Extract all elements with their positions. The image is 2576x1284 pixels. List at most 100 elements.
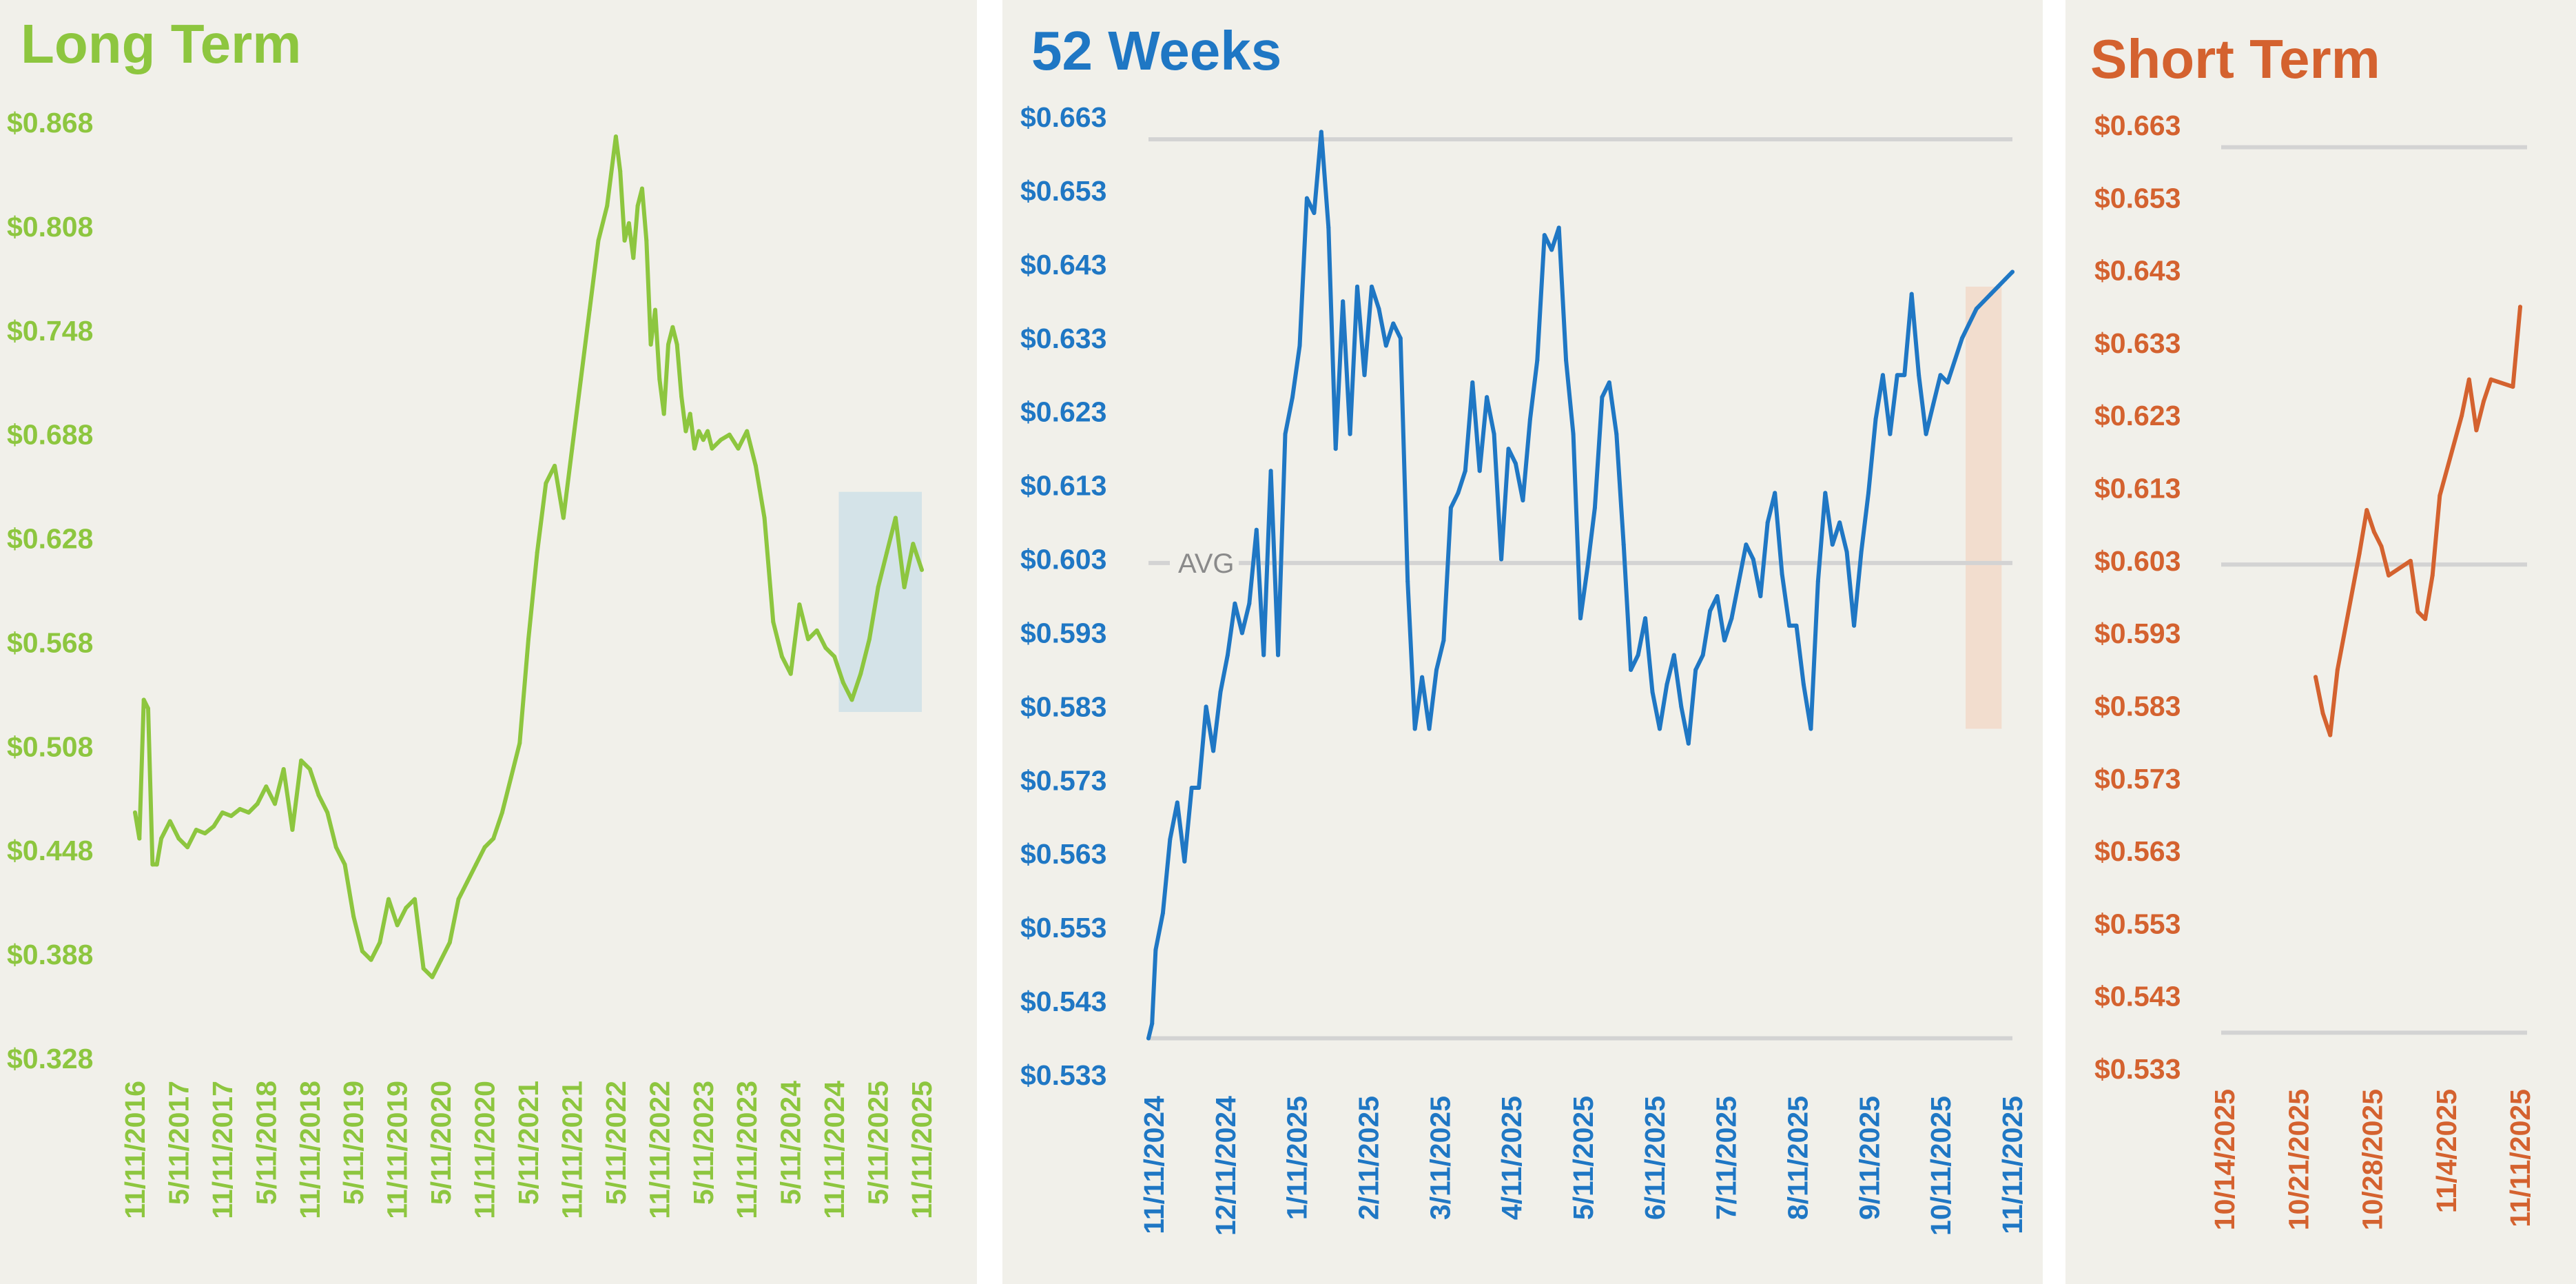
data-point [849,697,854,702]
data-point [325,810,330,815]
data-point [605,203,610,208]
data-point [622,238,627,243]
short-term-chart: $0.663 $0.653 $0.643 $0.633 $0.623 $0.613 $0.6… [2094,110,2536,1230]
x-tick-label: 11/11/2016 [119,1081,151,1219]
x-tick-label: 11/11/2019 [382,1081,413,1219]
data-point [133,810,137,815]
data-point [1391,321,1396,326]
series-line [1146,130,2015,1041]
data-point [727,432,732,437]
data-point [1643,616,1648,621]
data-point [1233,601,1237,606]
data-point [1938,373,1943,378]
x-tick-label: 8/11/2025 [1782,1096,1814,1220]
data-point [1636,653,1640,658]
data-point [1815,579,1820,584]
data-point [1268,469,1273,473]
data-point [1686,741,1691,746]
data-point [885,550,889,555]
x-tick-label: 10/11/2025 [1925,1096,1957,1236]
data-point [395,923,400,928]
data-point [1398,336,1403,340]
chart-title: Long Term [21,13,302,74]
data-point [683,429,688,434]
data-point [1362,373,1367,378]
data-point [639,186,644,191]
x-tick-label: 10/21/2025 [2283,1089,2314,1230]
data-point [1650,690,1655,694]
y-tick-label: $0.553 [2094,908,2181,939]
data-point [1981,299,1986,304]
data-point [1736,579,1741,584]
x-tick-label: 11/11/2020 [469,1081,501,1219]
data-point [1585,564,1590,569]
y-tick-label: $0.508 [7,731,93,762]
data-point [1794,623,1799,628]
data-point [1787,623,1792,628]
data-point [635,203,640,208]
data-point [447,940,452,945]
y-tick-label: $0.643 [1020,249,1106,281]
data-point [1988,292,1993,296]
y-tick-label: $0.808 [7,211,93,243]
data-point [1427,726,1432,731]
long-term-panel: Long Term $0.868 $0.808 $0.748 $0.688 $0.628… [0,0,977,1284]
data-point [386,897,391,901]
y-tick-label: $0.663 [2094,110,2181,141]
x-tick-label: 5/11/2017 [163,1081,194,1205]
data-point [697,429,701,434]
y-tick-label: $0.553 [1020,912,1106,944]
data-point [1160,910,1165,915]
data-point [1499,557,1504,562]
y-tick-label: $0.563 [1020,838,1106,870]
data-point [1809,726,1813,731]
y-tick-label: $0.388 [7,939,93,970]
data-point [1852,623,1857,628]
data-point [1621,542,1626,547]
data-point [229,813,234,818]
x-tick-label: 11/11/2024 [818,1081,850,1219]
data-point [618,169,623,174]
y-tick-label: $0.573 [2094,763,2181,795]
x-tick-label: 11/11/2025 [906,1081,938,1219]
data-point [1283,431,1288,436]
data-point [2511,385,2515,389]
data-point [378,940,382,945]
data-point [2328,733,2333,737]
x-tick-label: 3/11/2025 [1424,1096,1456,1220]
data-point [2408,558,2413,563]
data-point [1600,395,1605,400]
data-point [1254,527,1259,532]
data-point [1888,431,1893,436]
data-point [2415,609,2420,614]
x-tick-label: 2/11/2025 [1353,1096,1385,1220]
data-point [1592,505,1597,510]
x-tick-label: 6/11/2025 [1639,1096,1671,1220]
x-tick-label: 11/11/2018 [294,1081,326,1219]
data-point [2010,269,2015,274]
data-point [1909,292,1914,296]
data-point [1629,667,1634,672]
data-point [1895,373,1899,378]
y-tick-label: $0.643 [2094,255,2181,287]
data-point [1859,549,1864,554]
x-tick-label: 11/11/2025 [2504,1089,2536,1227]
x-tick-label: 4/11/2025 [1496,1096,1527,1220]
y-tick-label: $0.623 [2094,400,2181,431]
data-point [867,637,872,642]
data-point [911,542,916,547]
data-point [2387,573,2391,578]
data-point [1542,233,1547,238]
x-tick-label: 11/4/2025 [2431,1089,2462,1213]
y-tick-label: $0.593 [1020,617,1106,649]
data-point [2430,573,2435,578]
data-point [1614,431,1619,436]
data-point [351,914,356,919]
y-tick-label: $0.533 [1020,1059,1106,1091]
data-point [1830,542,1835,547]
data-point [185,845,190,850]
data-point [360,949,364,954]
series-line [2314,305,2522,737]
data-point [841,680,845,685]
y-tick-label: $0.568 [7,626,93,658]
